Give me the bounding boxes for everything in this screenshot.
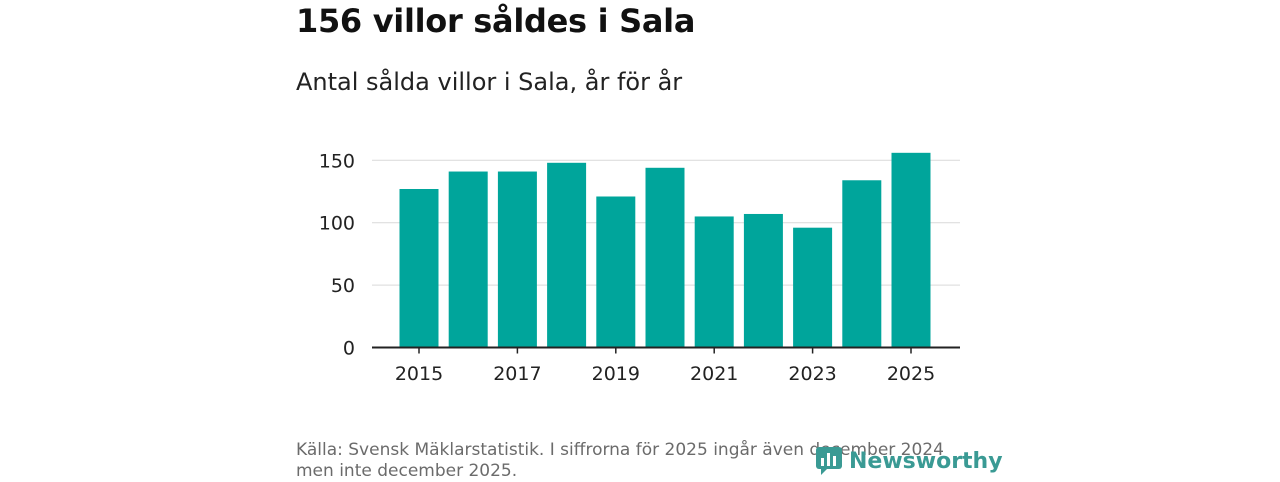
y-tick-label: 0 — [343, 338, 355, 360]
chart-subtitle: Antal sålda villor i Sala, år för år — [296, 68, 683, 96]
x-tick-label: 2025 — [887, 363, 935, 385]
x-tick-label: 2015 — [395, 363, 443, 385]
bar-chart: 0 50 100 150 2015 2017 2019 2021 2023 2025 — [319, 150, 960, 385]
bar-2020 — [645, 167, 685, 348]
bar-2022 — [743, 213, 783, 348]
y-tick-label: 150 — [319, 150, 355, 172]
brand-logo: Newsworthy — [815, 446, 1003, 476]
bar-2021 — [694, 216, 734, 348]
x-tick-label: 2017 — [493, 363, 541, 385]
newsworthy-logo-icon — [815, 446, 843, 476]
bar-2015 — [399, 189, 439, 348]
x-tick-label: 2021 — [690, 363, 738, 385]
bar-2018 — [547, 162, 587, 348]
brand-name: Newsworthy — [849, 448, 1003, 474]
x-tick-label: 2023 — [788, 363, 836, 385]
bar-2025 — [891, 152, 931, 348]
bar-2019 — [596, 196, 636, 348]
bar-2024 — [842, 180, 882, 348]
y-tick-label: 50 — [331, 275, 355, 297]
source-note: Källa: Svensk Mäklarstatistik. I siffror… — [296, 440, 944, 481]
y-tick-label: 100 — [319, 213, 355, 235]
bar-2023 — [793, 227, 833, 348]
bar-2017 — [497, 171, 537, 348]
chart-title: 156 villor såldes i Sala — [296, 2, 696, 40]
bar-2016 — [448, 171, 488, 348]
x-tick-label: 2019 — [592, 363, 640, 385]
